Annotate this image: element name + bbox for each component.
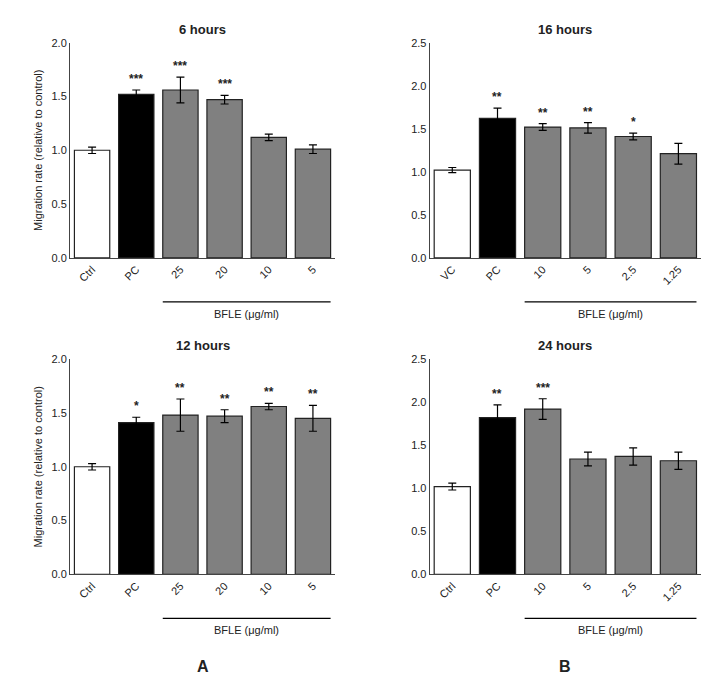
svg-text:5: 5	[305, 580, 318, 593]
svg-text:**: **	[308, 387, 318, 401]
svg-text:24 hours: 24 hours	[538, 338, 592, 353]
svg-text:0.0: 0.0	[52, 252, 67, 264]
svg-text:0.5: 0.5	[411, 525, 426, 537]
svg-text:VC: VC	[438, 263, 457, 282]
svg-text:1.5: 1.5	[411, 439, 426, 451]
svg-text:BFLE (μg/ml): BFLE (μg/ml)	[214, 624, 279, 636]
svg-text:2.0: 2.0	[52, 37, 67, 49]
svg-text:5: 5	[305, 263, 318, 276]
svg-text:0.0: 0.0	[52, 568, 67, 580]
svg-text:1.0: 1.0	[411, 482, 426, 494]
svg-text:B: B	[559, 658, 571, 675]
svg-text:***: ***	[173, 59, 187, 73]
svg-text:**: **	[538, 106, 548, 120]
svg-text:**: **	[492, 90, 502, 104]
svg-text:1.5: 1.5	[52, 407, 67, 419]
svg-text:1.25: 1.25	[660, 580, 684, 604]
svg-text:25: 25	[169, 580, 186, 597]
svg-text:PC: PC	[484, 263, 503, 282]
svg-text:***: ***	[218, 77, 232, 91]
svg-text:5: 5	[580, 580, 593, 593]
svg-text:1.5: 1.5	[411, 123, 426, 135]
svg-text:0.5: 0.5	[52, 198, 67, 210]
svg-text:2.0: 2.0	[52, 353, 67, 365]
svg-text:PC: PC	[484, 580, 503, 599]
svg-text:1.5: 1.5	[52, 90, 67, 102]
svg-text:A: A	[197, 658, 209, 675]
svg-text:0.5: 0.5	[52, 514, 67, 526]
svg-text:***: ***	[129, 72, 143, 86]
svg-text:PC: PC	[122, 580, 141, 599]
svg-text:***: ***	[536, 381, 550, 395]
svg-text:2.5: 2.5	[411, 353, 426, 365]
svg-text:Migration rate (relative to co: Migration rate (relative to control)	[32, 386, 44, 547]
svg-text:Ctrl: Ctrl	[77, 580, 98, 601]
svg-text:10: 10	[257, 580, 274, 597]
svg-text:6 hours: 6 hours	[179, 22, 226, 37]
svg-text:*: *	[134, 399, 139, 413]
svg-text:2.5: 2.5	[411, 37, 426, 49]
svg-text:20: 20	[213, 580, 230, 597]
svg-text:1.0: 1.0	[411, 166, 426, 178]
svg-text:*: *	[631, 115, 636, 129]
svg-text:PC: PC	[122, 263, 141, 282]
svg-text:25: 25	[169, 263, 186, 280]
svg-text:**: **	[264, 385, 274, 399]
svg-text:10: 10	[257, 263, 274, 280]
svg-text:BFLE (μg/ml): BFLE (μg/ml)	[214, 308, 279, 320]
svg-text:0.0: 0.0	[411, 252, 426, 264]
svg-text:Migration rate (relative to co: Migration rate (relative to control)	[32, 70, 44, 231]
svg-text:2.0: 2.0	[411, 80, 426, 92]
svg-text:0.5: 0.5	[411, 209, 426, 221]
svg-text:Ctrl: Ctrl	[437, 580, 458, 601]
svg-text:2.5: 2.5	[619, 263, 638, 282]
svg-text:BFLE (μg/ml): BFLE (μg/ml)	[578, 624, 643, 636]
svg-text:5: 5	[580, 263, 593, 276]
svg-text:**: **	[583, 105, 593, 119]
svg-text:**: **	[175, 381, 185, 395]
svg-text:12 hours: 12 hours	[176, 338, 230, 353]
svg-text:20: 20	[213, 263, 230, 280]
svg-text:1.0: 1.0	[52, 461, 67, 473]
svg-text:**: **	[220, 392, 230, 406]
svg-text:1.25: 1.25	[660, 263, 684, 287]
svg-text:2.5: 2.5	[619, 580, 638, 599]
svg-text:10: 10	[531, 263, 548, 280]
svg-text:16 hours: 16 hours	[538, 22, 592, 37]
svg-text:0.0: 0.0	[411, 568, 426, 580]
svg-text:**: **	[492, 387, 502, 401]
svg-text:BFLE (μg/ml): BFLE (μg/ml)	[578, 308, 643, 320]
svg-text:1.0: 1.0	[52, 144, 67, 156]
svg-text:10: 10	[531, 580, 548, 597]
svg-text:2.0: 2.0	[411, 396, 426, 408]
svg-text:Ctrl: Ctrl	[77, 263, 98, 284]
